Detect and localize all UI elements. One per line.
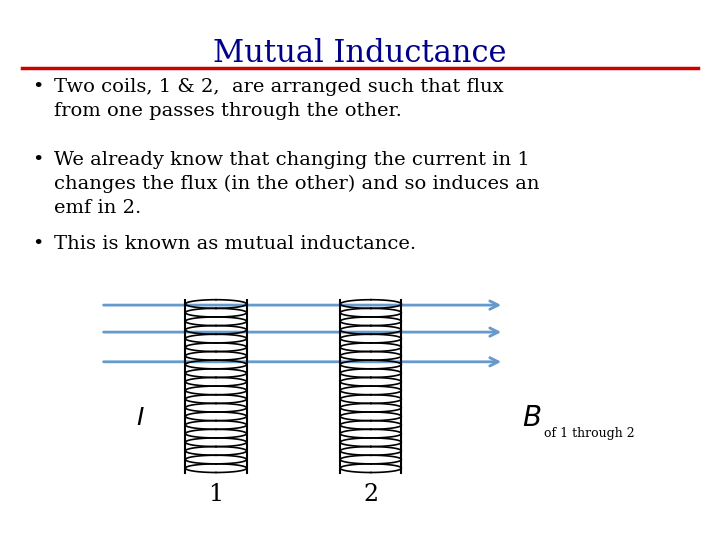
Text: of 1 through 2: of 1 through 2 (544, 427, 634, 440)
Text: 2: 2 (363, 483, 379, 505)
Text: •: • (32, 151, 44, 169)
Text: $I$: $I$ (136, 407, 145, 430)
Text: Two coils, 1 & 2,  are arranged such that flux
from one passes through the other: Two coils, 1 & 2, are arranged such that… (54, 78, 503, 120)
Text: Mutual Inductance: Mutual Inductance (213, 38, 507, 69)
Text: 1: 1 (208, 483, 224, 505)
Text: •: • (32, 78, 44, 96)
Text: This is known as mutual inductance.: This is known as mutual inductance. (54, 235, 416, 253)
Text: We already know that changing the current in 1
changes the flux (in the other) a: We already know that changing the curren… (54, 151, 539, 217)
Text: •: • (32, 235, 44, 253)
Text: $B$: $B$ (522, 405, 541, 432)
